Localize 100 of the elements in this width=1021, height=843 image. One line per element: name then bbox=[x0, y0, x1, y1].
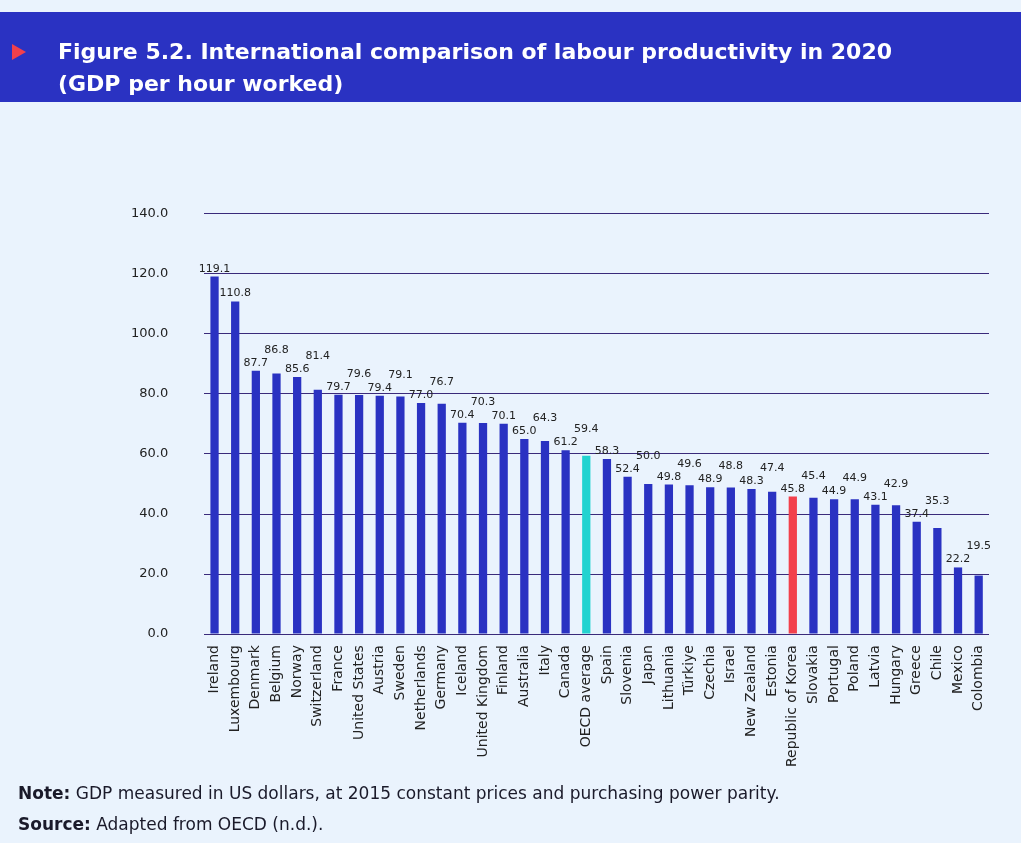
bar bbox=[953, 567, 963, 634]
data-label: 19.5 bbox=[966, 539, 991, 553]
data-label: 49.6 bbox=[677, 456, 702, 470]
bar bbox=[747, 489, 756, 634]
bar bbox=[706, 487, 715, 634]
bar bbox=[912, 521, 921, 634]
x-tick-label: Republic of Korea bbox=[783, 645, 800, 767]
data-label: 119.1 bbox=[198, 261, 231, 275]
data-label: 79.7 bbox=[326, 379, 351, 393]
bar bbox=[685, 485, 694, 634]
x-tick-label: Chile bbox=[928, 645, 945, 681]
bar bbox=[540, 441, 550, 634]
chart-title: Figure 5.2. International comparison of labour productivity in 2020 (GDP per hour worked) bbox=[58, 38, 893, 98]
bar bbox=[313, 389, 322, 634]
x-tick-label: Australia bbox=[514, 645, 531, 708]
bar bbox=[726, 487, 735, 634]
y-tick-label: 80.0 bbox=[139, 385, 169, 401]
x-tick-label: Ireland bbox=[205, 645, 222, 694]
text: Note: GDP measured in US dollars, at 2015 constant prices and purchasing power parity. bbox=[18, 782, 780, 805]
bar bbox=[416, 402, 426, 634]
data-label: 61.2 bbox=[553, 435, 578, 449]
x-tick-label: Poland bbox=[845, 645, 862, 692]
y-tick-label: 60.0 bbox=[139, 445, 169, 461]
bar bbox=[520, 438, 529, 634]
data-label: 48.3 bbox=[739, 474, 764, 488]
bar bbox=[396, 396, 405, 634]
bar bbox=[871, 504, 880, 634]
x-tick-label: Japan bbox=[638, 645, 655, 686]
data-label: 70.1 bbox=[491, 408, 516, 422]
data-label: 35.3 bbox=[925, 493, 950, 507]
data-label: 86.8 bbox=[264, 342, 289, 356]
bar bbox=[850, 499, 859, 634]
bar bbox=[768, 491, 777, 634]
bar bbox=[293, 377, 302, 634]
y-tick-label: 120.0 bbox=[131, 265, 169, 281]
x-tick-label: Sweden bbox=[391, 645, 408, 701]
data-label: 79.4 bbox=[367, 380, 393, 394]
y-tick-label: 0.0 bbox=[147, 625, 169, 641]
data-label: 42.9 bbox=[883, 476, 909, 490]
x-tick-label: Spain bbox=[597, 645, 614, 685]
x-tick-label: Denmark bbox=[246, 644, 263, 710]
x-tick-label: Germany bbox=[432, 645, 449, 710]
y-tick-label: 40.0 bbox=[139, 505, 169, 521]
x-tick-label: Czechia bbox=[700, 645, 717, 700]
data-label: 65.0 bbox=[512, 423, 537, 437]
data-label: 45.4 bbox=[801, 468, 826, 482]
bar bbox=[644, 483, 653, 634]
x-tick-label: OECD average bbox=[576, 645, 593, 748]
bar bbox=[251, 370, 260, 634]
bar bbox=[375, 395, 384, 634]
x-tick-label: United States bbox=[349, 645, 366, 740]
data-label: 64.3 bbox=[532, 410, 558, 424]
x-tick-label: Netherlands bbox=[411, 645, 428, 731]
data-label: 110.8 bbox=[219, 286, 251, 300]
data-label: 85.6 bbox=[284, 362, 310, 376]
data-label: 47.4 bbox=[759, 461, 785, 475]
data-label: 44.9 bbox=[821, 484, 847, 498]
data-label: 79.1 bbox=[388, 367, 413, 381]
bar bbox=[602, 459, 612, 634]
y-tick-label: 100.0 bbox=[131, 325, 169, 341]
source-note: Source: Adapted from OECD (n.d.). bbox=[18, 813, 325, 836]
data-label: 44.9 bbox=[842, 471, 868, 485]
data-label: 49.8 bbox=[656, 469, 682, 483]
bar bbox=[231, 301, 240, 634]
bar bbox=[458, 422, 467, 634]
x-tick-label: Slovakia bbox=[804, 645, 821, 704]
bar bbox=[499, 423, 508, 634]
data-label: 48.8 bbox=[718, 459, 744, 473]
bar bbox=[623, 476, 632, 634]
y-tick-label: 140.0 bbox=[131, 205, 169, 221]
bar bbox=[809, 497, 818, 634]
x-tick-label: Hungary bbox=[886, 645, 903, 705]
x-tick-label: Greece bbox=[907, 645, 924, 695]
bar bbox=[974, 575, 983, 634]
x-tick-label: Estonia bbox=[762, 645, 779, 697]
bar bbox=[891, 505, 901, 634]
x-tick-label: Luxembourg bbox=[225, 645, 242, 733]
x-tick-label: Portugal bbox=[824, 645, 841, 704]
x-tick-label: United Kingdom bbox=[473, 645, 490, 758]
data-label: 22.2 bbox=[945, 552, 971, 566]
x-tick-label: New Zealand bbox=[742, 645, 759, 738]
data-label: 70.3 bbox=[470, 394, 496, 408]
x-tick-label: Norway bbox=[287, 645, 304, 699]
x-tick-label: Lithuania bbox=[659, 645, 676, 710]
x-tick-label: Finland bbox=[494, 645, 511, 696]
x-tick-label: Iceland bbox=[453, 645, 470, 696]
x-tick-label: Switzerland bbox=[308, 645, 325, 727]
x-tick-label: France bbox=[329, 645, 346, 692]
x-tick-label: Slovenia bbox=[618, 645, 635, 705]
data-label: 76.7 bbox=[429, 374, 454, 388]
bar bbox=[933, 528, 942, 634]
bar bbox=[582, 455, 591, 634]
bar bbox=[354, 395, 364, 634]
bar bbox=[478, 423, 488, 634]
data-label: 43.1 bbox=[863, 489, 888, 503]
x-tick-label: Türkiye bbox=[680, 645, 697, 697]
data-label: 45.8 bbox=[780, 481, 806, 495]
bar bbox=[829, 499, 839, 634]
x-tick-label: Austria bbox=[370, 645, 387, 695]
x-tick-label: Canada bbox=[556, 645, 573, 699]
